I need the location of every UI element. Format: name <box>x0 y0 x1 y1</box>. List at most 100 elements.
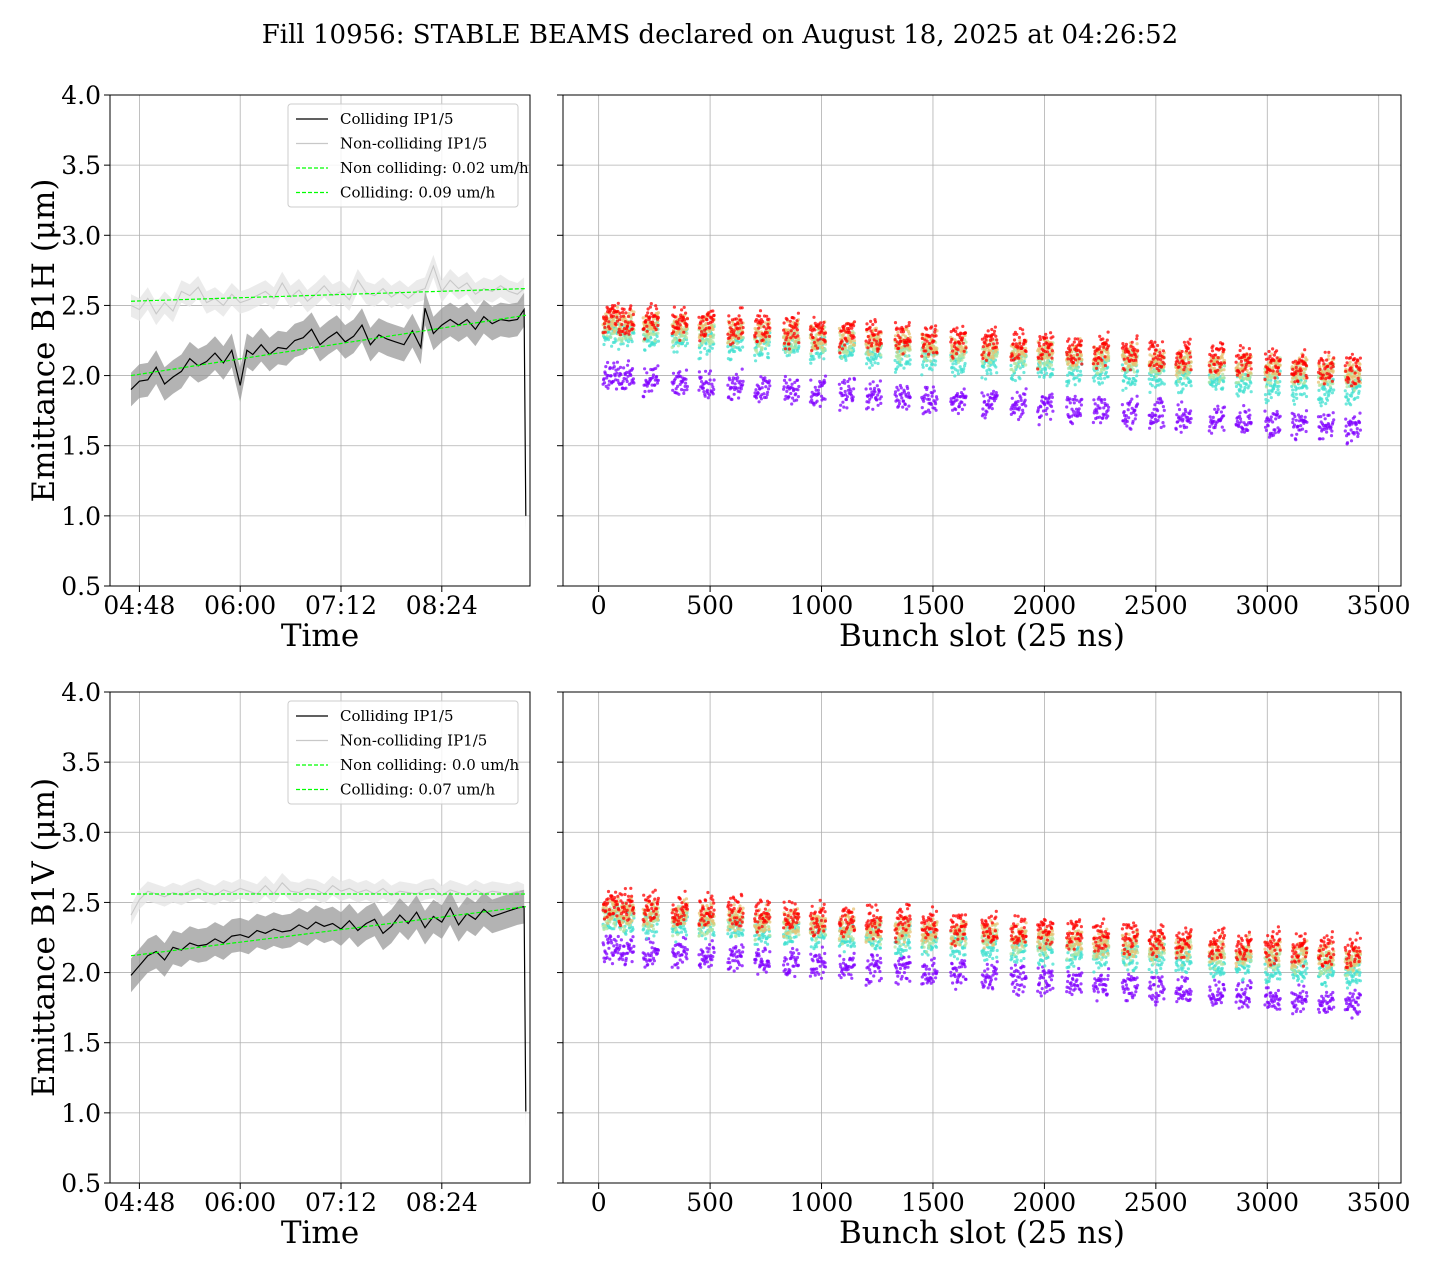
bunch-point-mid-3 <box>896 330 900 335</box>
bunch-point-end <box>765 331 769 335</box>
bunch-point-start <box>1215 410 1219 414</box>
bunch-point-end <box>1210 349 1215 353</box>
bunch-point-end <box>737 314 741 318</box>
bunch-point-end <box>678 323 682 327</box>
y-tick-label: 2.5 <box>61 291 101 320</box>
bunch-point-start <box>1122 410 1126 414</box>
bunch-point-start <box>959 395 963 399</box>
bunch-point-start <box>1070 414 1074 418</box>
bunch-point-start <box>852 387 856 391</box>
bunch-point-end <box>626 324 630 328</box>
bunch-point-end <box>840 339 844 343</box>
bunch-point-end <box>1015 332 1019 336</box>
bunch-point-end <box>1219 362 1223 366</box>
bunch-point-start <box>759 375 763 379</box>
x-tick-label: 500 <box>686 591 734 620</box>
bunch-point-mid-1 <box>1214 387 1218 391</box>
bunch-point-end <box>1356 359 1360 363</box>
bunch-point-mid-2 <box>711 336 715 340</box>
bunch-point-start <box>920 406 924 410</box>
bunch-point-end <box>901 330 906 334</box>
bunch-point-mid-1 <box>626 340 631 344</box>
bunch-point-start <box>1247 416 1251 420</box>
bunch-point-end <box>1267 349 1271 354</box>
bunch-point-start <box>816 388 821 392</box>
bunch-point-end <box>740 321 744 325</box>
bunch-point-mid-1 <box>906 360 910 364</box>
bunch-point-end <box>1238 348 1242 353</box>
bunch-point-mid-1 <box>1013 379 1018 383</box>
bunch-point-end <box>797 341 801 345</box>
bunch-point-end <box>1301 353 1305 357</box>
bunch-point-mid-3 <box>794 339 798 344</box>
bunch-point-start <box>1124 414 1128 418</box>
bunch-point-end <box>931 351 936 355</box>
bunch-point-mid-1 <box>610 344 614 348</box>
bunch-point-start <box>901 405 905 409</box>
bunch-point-start <box>1210 431 1214 435</box>
bunch-point-mid-2 <box>760 346 764 350</box>
bunch-point-mid-1 <box>733 349 737 354</box>
bunch-point-mid-2 <box>823 347 827 351</box>
bunch-point-mid-1 <box>1330 391 1334 395</box>
bunch-point-mid-1 <box>760 352 764 356</box>
bunch-point-start <box>783 374 788 379</box>
bunch-point-mid-1 <box>1147 377 1151 381</box>
bunch-point-start <box>616 378 620 382</box>
bunch-point-start <box>1189 417 1193 421</box>
bunch-point-start <box>1152 420 1156 424</box>
bunch-point-mid-1 <box>994 365 998 369</box>
bunch-point-mid-1 <box>602 342 606 347</box>
bunch-point-start <box>795 398 799 402</box>
bunch-point-start <box>823 397 827 401</box>
bunch-point-end <box>615 315 619 319</box>
bunch-point-start <box>739 387 743 391</box>
bunch-point-mid-1 <box>956 369 960 373</box>
bunch-point-mid-1 <box>617 347 621 351</box>
bunch-point-start <box>656 364 660 368</box>
bunch-point-mid-1 <box>1036 371 1040 375</box>
bunch-point-start <box>612 361 616 365</box>
bunch-point-start <box>897 402 902 406</box>
bunch-point-mid-1 <box>655 334 659 338</box>
bunch-point-end <box>1245 352 1249 356</box>
bunch-point-mid-3 <box>1357 372 1362 376</box>
bunch-point-end <box>982 350 986 354</box>
bunch-point-mid-1 <box>1267 389 1271 393</box>
bunch-point-mid-1 <box>1122 379 1126 383</box>
bunch-point-mid-1 <box>982 365 986 369</box>
bunch-point-mid-1 <box>1238 388 1242 392</box>
bunch-point-end <box>955 326 959 330</box>
bunch-point-end <box>1209 359 1213 363</box>
bunch-point-end <box>1239 359 1243 363</box>
bunch-point-end <box>1322 362 1326 366</box>
bunch-point-start <box>1080 397 1084 401</box>
bunch-point-mid-1 <box>951 370 955 374</box>
bunch-point-start <box>837 382 842 386</box>
bunch-point-start <box>992 389 996 393</box>
bunch-point-start <box>613 374 617 378</box>
bunch-point-start <box>823 374 828 378</box>
bunch-point-mid-2 <box>609 335 613 339</box>
bunch-point-end <box>1017 353 1021 357</box>
bunch-point-start <box>866 406 870 410</box>
bunch-point-mid-2 <box>1131 367 1135 371</box>
bunch-point-start <box>851 395 855 399</box>
bunch-point-mid-2 <box>789 349 793 353</box>
bunch-point-start <box>741 379 745 383</box>
bunch-point-mid-1 <box>1011 378 1015 382</box>
bunch-point-end <box>739 318 743 322</box>
bunch-point-mid-1 <box>1319 404 1323 408</box>
bunch-point-end <box>1214 353 1218 357</box>
bunch-point-end <box>1207 363 1211 367</box>
bunch-point-mid-1 <box>988 368 993 372</box>
bunch-point-start <box>815 399 819 403</box>
bunch-point-mid-2 <box>1187 373 1191 377</box>
bunch-point-mid-3 <box>711 327 715 331</box>
bunch-point-mid-1 <box>1304 394 1309 399</box>
bunch-point-end <box>980 353 984 357</box>
bunch-point-start <box>1153 417 1157 421</box>
bunch-point-start <box>1299 424 1303 428</box>
